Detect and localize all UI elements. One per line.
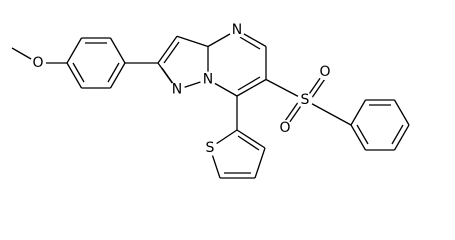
atom-labels: O N N N S O O S: [30, 22, 333, 156]
atom-label: N: [172, 82, 182, 98]
molecule-diagram: O N N N S O O S: [11, 22, 410, 179]
atom-label: N: [232, 22, 242, 38]
atom-label: S: [206, 140, 215, 156]
atom-label: O: [32, 55, 43, 71]
page: {"atoms": [ {"label": "O"}, {"label": "N…: [11, 22, 410, 179]
bonds: [11, 29, 410, 179]
atom-label: O: [279, 120, 290, 136]
atom-label: N: [203, 72, 213, 88]
atom-label: O: [319, 64, 330, 80]
atom-label: S: [301, 92, 310, 108]
